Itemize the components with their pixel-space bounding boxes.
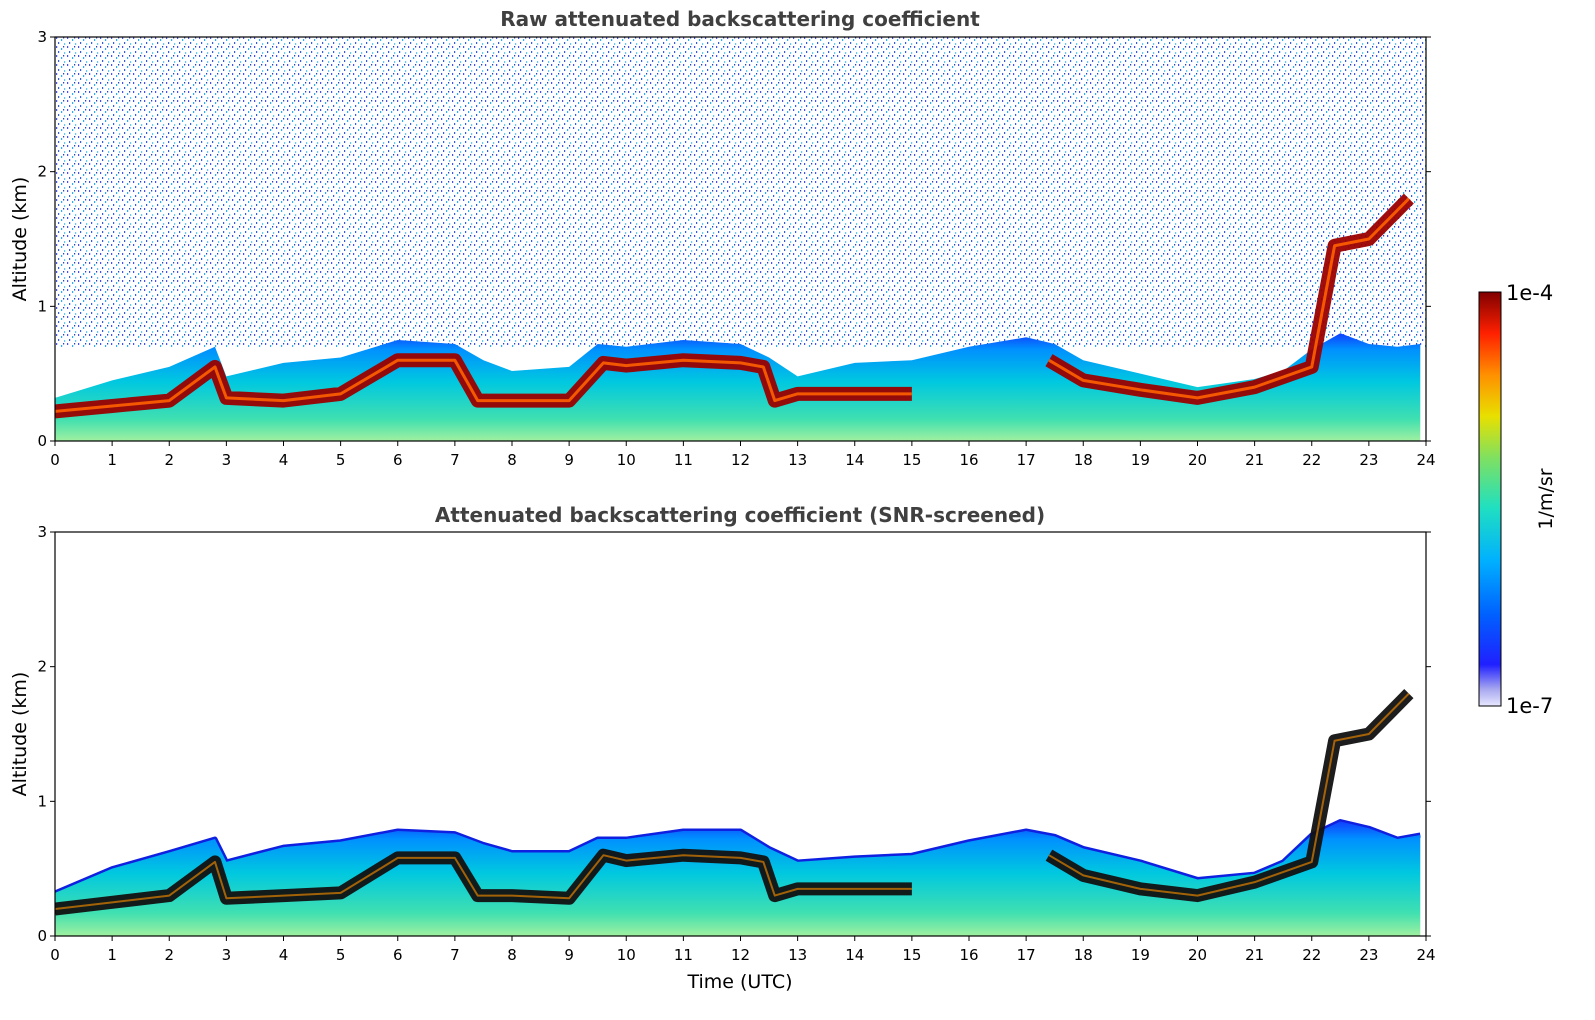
panel-raw-x-ticks: 0 1 2 3 4 5 6 7 8 9 10 11 12 13 14 15 16 17 18 19 20 21 22 23 24 [50,441,1436,469]
x-tick-label: 13 [788,946,807,964]
x-tick-label: 15 [902,451,921,469]
y-tick-label: 1 [37,792,47,810]
panel-screened-y-ticks: 0 1 2 3 [37,523,1431,945]
x-tick-label: 0 [50,946,60,964]
x-tick-label: 11 [674,451,693,469]
panel-raw-ylabel: Altitude (km) [9,177,31,302]
x-tick-label: 18 [1074,451,1093,469]
x-tick-label: 0 [50,451,60,469]
x-tick-label: 14 [845,946,864,964]
x-tick-label: 24 [1416,451,1435,469]
y-tick-label: 2 [37,163,47,181]
x-tick-label: 1 [107,946,117,964]
x-tick-label: 16 [959,451,978,469]
x-tick-label: 3 [222,946,232,964]
x-tick-label: 22 [1302,946,1321,964]
x-tick-label: 7 [450,451,460,469]
colorbar-min-label: 1e-7 [1506,694,1553,718]
x-tick-label: 24 [1416,946,1435,964]
x-tick-label: 8 [507,451,517,469]
x-tick-label: 13 [788,451,807,469]
x-tick-label: 4 [279,946,289,964]
x-tick-label: 12 [731,451,750,469]
panel-screened: Attenuated backscattering coefficient (S… [9,503,1436,993]
y-tick-label: 2 [37,658,47,676]
x-tick-label: 5 [336,451,346,469]
panel-raw-title: Raw attenuated backscattering coefficien… [500,7,980,31]
x-tick-label: 3 [222,451,232,469]
colorbar: 1e-4 1e-7 1/m/sr [1478,281,1557,718]
x-tick-label: 9 [564,451,574,469]
x-tick-label: 21 [1245,451,1264,469]
x-tick-label: 16 [959,946,978,964]
x-tick-label: 9 [564,946,574,964]
x-tick-label: 4 [279,451,289,469]
y-tick-label: 3 [37,523,47,541]
x-tick-label: 23 [1359,946,1378,964]
x-tick-label: 20 [1188,451,1207,469]
panel-raw-y-ticks: 0 1 2 3 [37,28,1431,450]
x-tick-label: 6 [393,451,403,469]
panel-screened-aerosol-layer [55,821,1421,936]
x-tick-label: 21 [1245,946,1264,964]
x-tick-label: 11 [674,946,693,964]
x-tick-label: 7 [450,946,460,964]
x-tick-label: 14 [845,451,864,469]
x-tick-label: 1 [107,451,117,469]
panel-screened-x-ticks: 0 1 2 3 4 5 6 7 8 9 10 11 12 13 14 15 16 17 18 19 20 21 22 23 24 [50,936,1436,964]
x-tick-label: 15 [902,946,921,964]
panel-raw-noise [55,37,1426,347]
x-tick-label: 19 [1131,451,1150,469]
y-tick-label: 3 [37,28,47,46]
panel-screened-peak-layer-edge [55,692,1410,911]
x-tick-label: 22 [1302,451,1321,469]
colorbar-gradient [1478,291,1502,707]
x-tick-label: 10 [617,451,636,469]
x-tick-label: 6 [393,946,403,964]
x-tick-label: 12 [731,946,750,964]
x-tick-label: 17 [1017,946,1036,964]
y-tick-label: 0 [37,432,47,450]
colorbar-unit-label: 1/m/sr [1535,468,1557,529]
panel-screened-title: Attenuated backscattering coefficient (S… [435,503,1045,527]
x-tick-label: 18 [1074,946,1093,964]
y-tick-label: 1 [37,297,47,315]
x-tick-label: 20 [1188,946,1207,964]
panel-screened-xlabel: Time (UTC) [686,971,792,993]
x-tick-label: 8 [507,946,517,964]
x-tick-label: 2 [164,451,174,469]
x-tick-label: 10 [617,946,636,964]
x-tick-label: 5 [336,946,346,964]
x-tick-label: 23 [1359,451,1378,469]
x-tick-label: 17 [1017,451,1036,469]
panel-raw: Raw attenuated backscattering coefficien… [9,7,1436,469]
colorbar-max-label: 1e-4 [1506,281,1553,305]
panel-screened-ylabel: Altitude (km) [9,672,31,797]
y-tick-label: 0 [37,927,47,945]
panel-raw-peak-layer-edge [55,197,1410,413]
x-tick-label: 19 [1131,946,1150,964]
x-tick-label: 2 [164,946,174,964]
